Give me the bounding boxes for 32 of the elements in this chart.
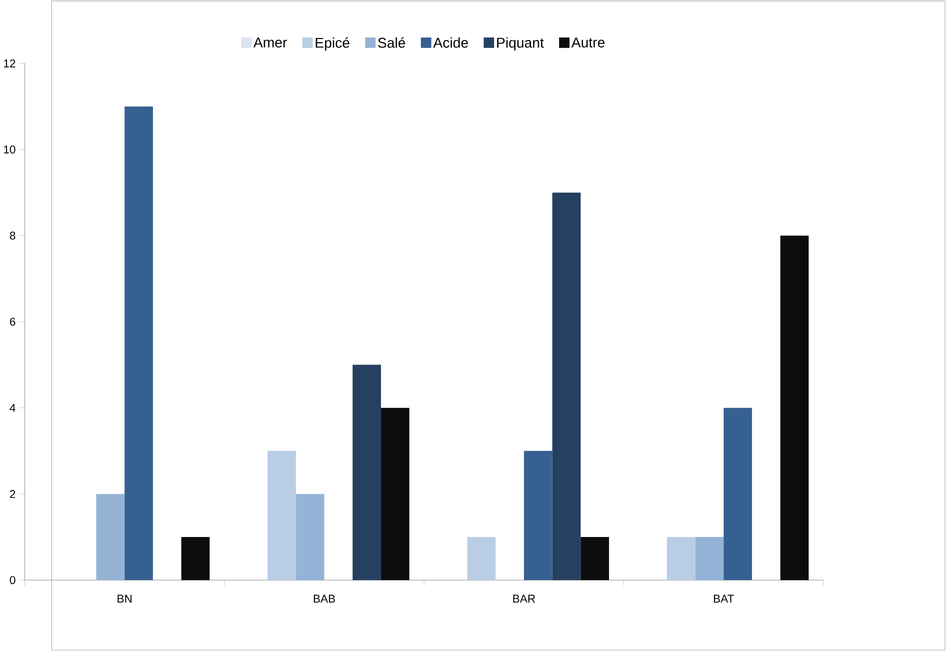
legend-label: Epicé [316,37,350,51]
legend-label: Amer [253,38,287,48]
legend-label: Acide [433,37,468,48]
y-tick-label: 10 [4,145,16,154]
x-tick-label: BAR [513,594,536,603]
x-tick-label: BAB [314,594,335,603]
y-tick-label: 2 [10,490,16,498]
bar [467,537,496,580]
bar [181,537,210,580]
x-tick-label: BN [118,594,132,603]
bar [268,450,296,580]
bar [552,192,581,580]
legend-label: Salé [378,37,406,48]
bar [695,537,724,580]
x-tick-label: BAT [714,594,734,603]
y-tick-label: 6 [10,318,16,326]
bar [380,408,410,580]
bar [524,450,552,580]
bar [724,408,752,580]
y-tick-label: 12 [4,59,16,68]
bar [580,537,610,580]
bar [124,106,153,580]
bar [296,494,324,580]
bar [780,236,809,580]
y-tick-label: 0 [10,576,16,584]
y-tick-label: 8 [10,232,16,240]
bar [666,537,696,580]
y-tick-label: 4 [10,404,16,412]
bar [96,494,125,580]
legend-label: Autre [571,38,605,48]
bar [352,364,381,580]
legend-label: Piquant [497,37,544,50]
